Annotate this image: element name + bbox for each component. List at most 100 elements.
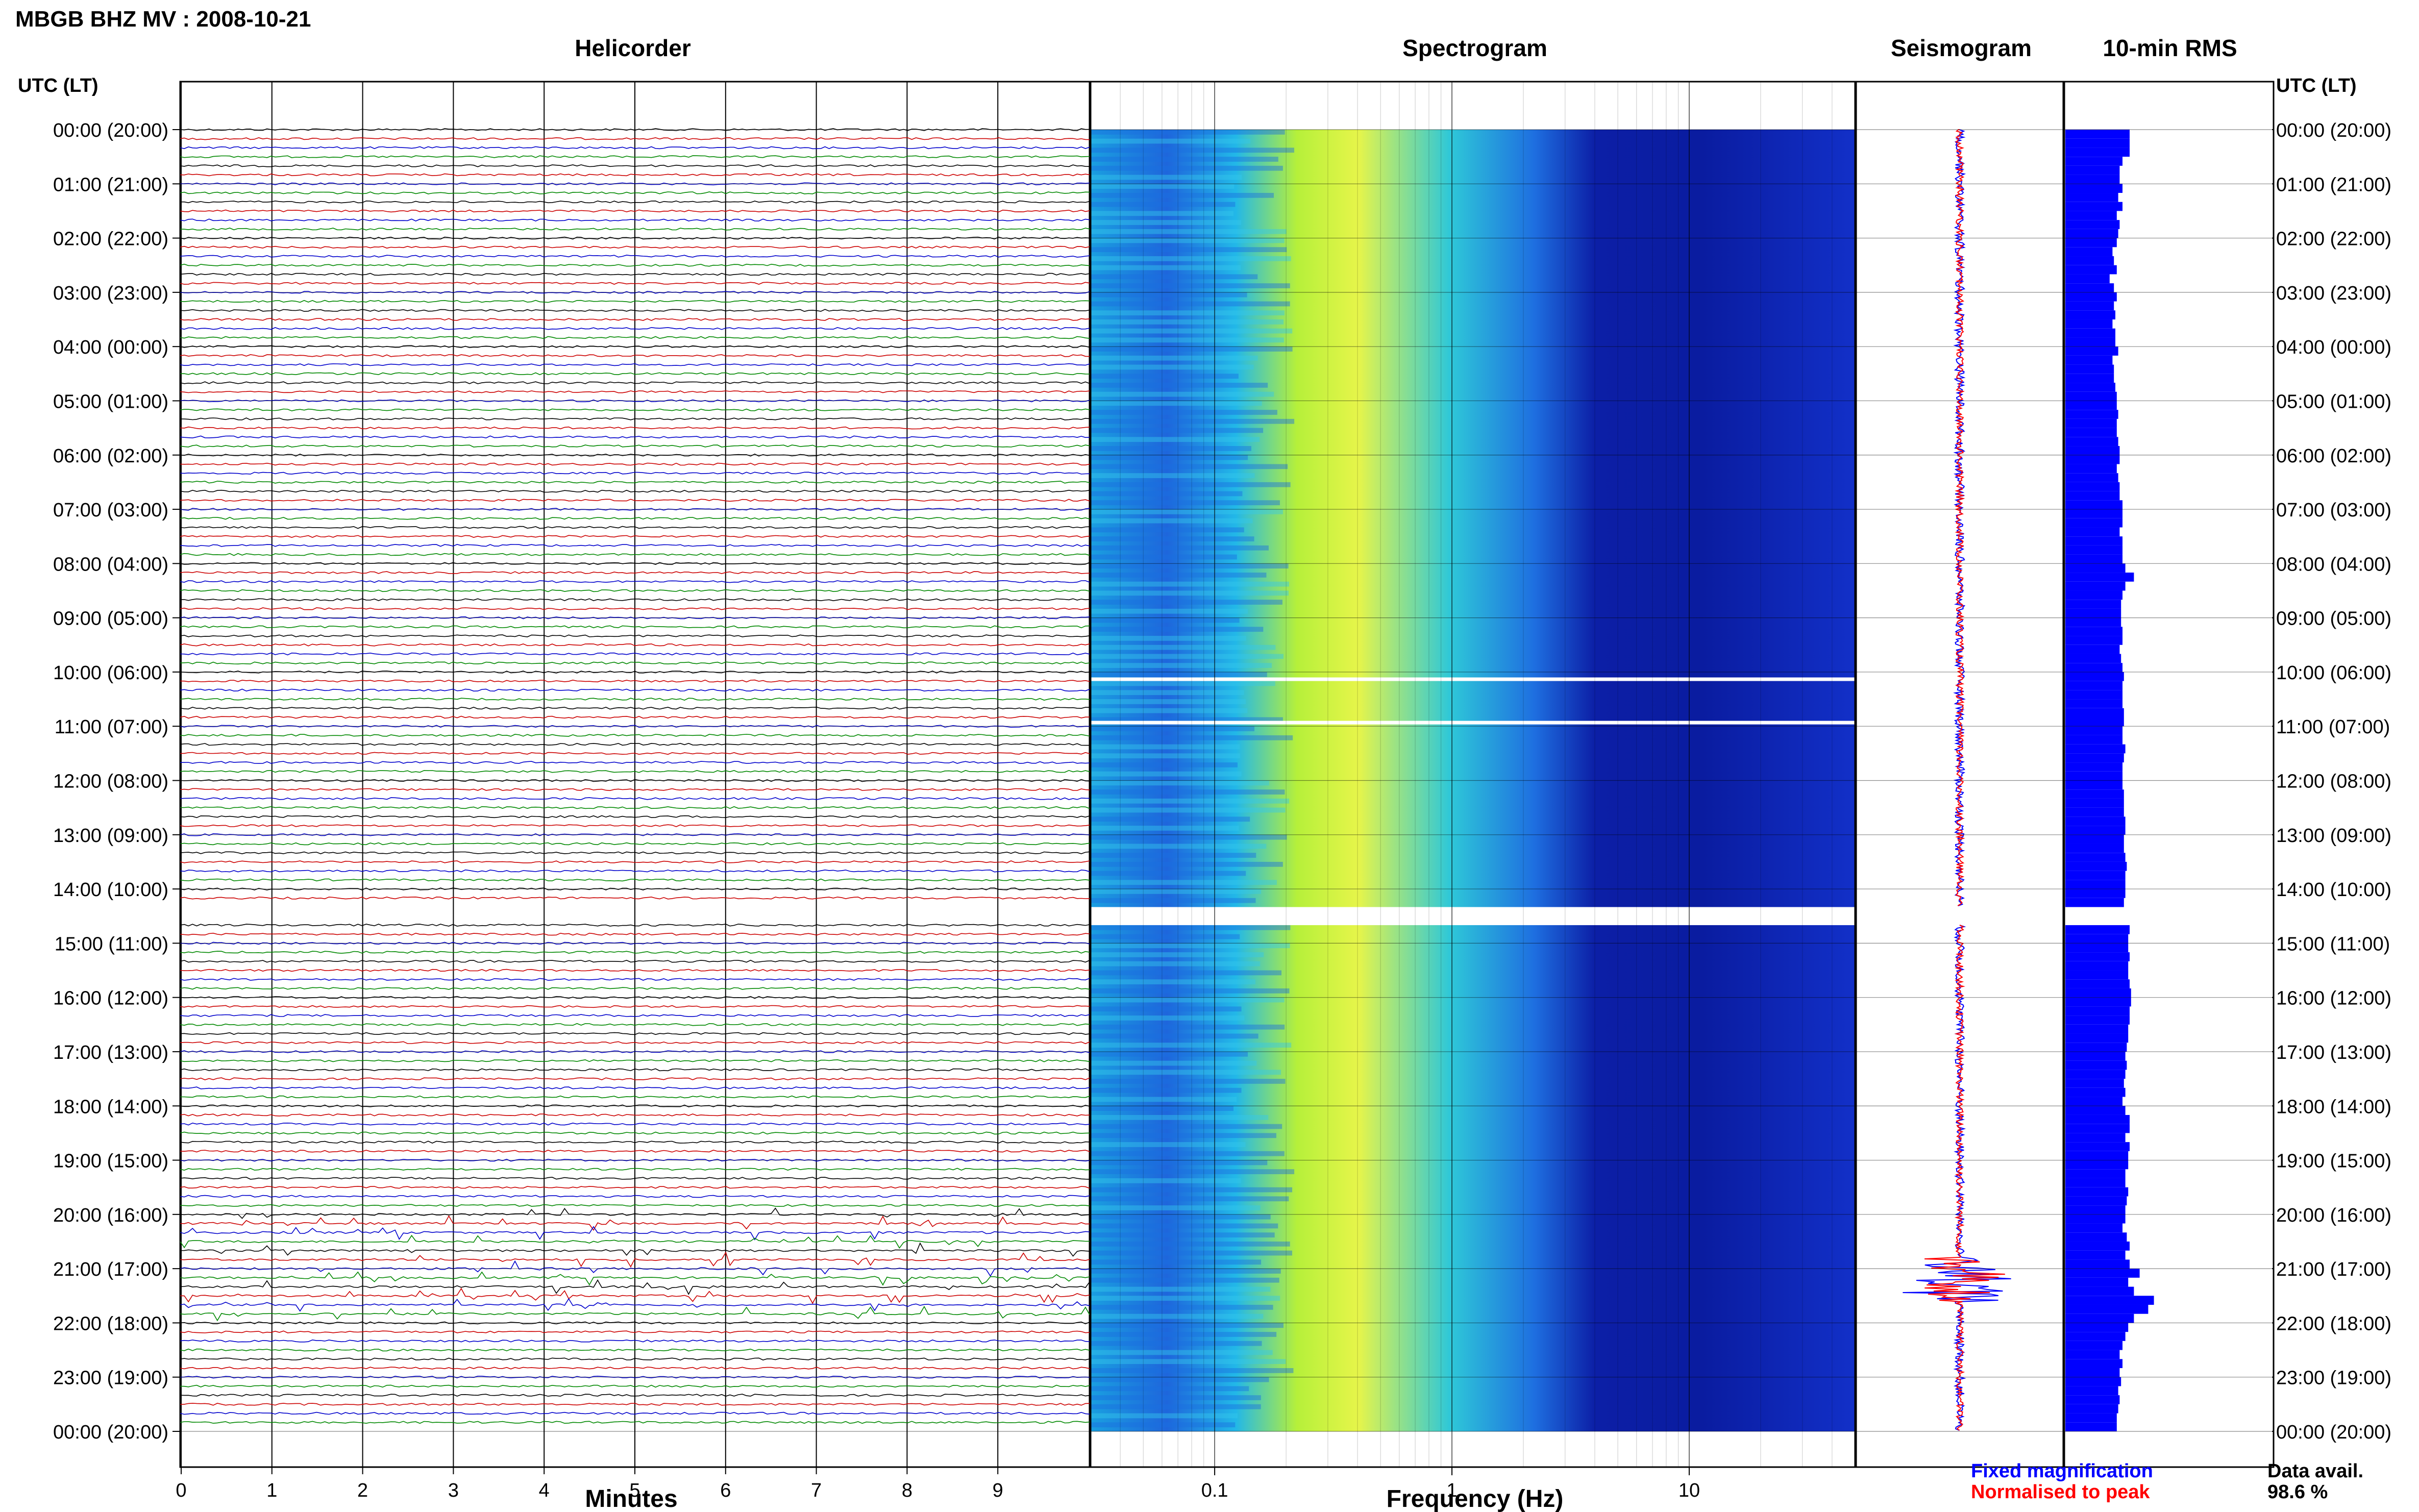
helicorder-trace [180,1375,1090,1379]
time-label-left: 19:00 (15:00) [53,1151,168,1172]
helicorder-trace [180,499,1090,502]
helicorder-trace [180,688,1090,692]
spectrogram-row [1091,274,1258,280]
rms-bar [2065,1178,2126,1187]
spectrogram-row [1091,1043,1292,1048]
helicorder-trace [180,824,1090,827]
spectrogram-row [1091,455,1248,460]
spectrogram-row [1091,1106,1234,1111]
spectrogram-row [1091,645,1276,650]
rms-bar [2065,961,2129,971]
spectrogram-row [1091,1359,1286,1365]
rms-bar [2065,636,2122,645]
spectrogram-row [1091,1087,1242,1093]
helicorder-trace [180,788,1090,791]
rms-bar [2065,880,2126,889]
spectrogram-row [1091,1205,1261,1210]
rms-bar [2065,130,2130,139]
spectrogram-row [1091,762,1238,767]
x-axes: 0 1 2 3 4 5 6 7 8 9 0.1 1 10 [176,1467,1700,1501]
spectrogram-row [1091,554,1237,560]
spectrogram-row [1091,717,1283,723]
helicorder-trace [180,761,1090,764]
helicorder-trace [180,282,1090,285]
spectrogram-row [1091,1286,1271,1292]
spectrogram-row [1091,238,1285,243]
helicorder-trace [180,806,1090,809]
time-label-right: 01:00 (21:00) [2276,174,2391,195]
rms-bar [2065,861,2127,871]
helicorder-trace [180,1014,1090,1017]
rms-bar [2065,138,2130,148]
rms-bar [2065,617,2121,627]
helicorder-trace [180,300,1090,303]
spectrogram-row [1091,193,1274,198]
time-label-left: 22:00 (18:00) [53,1313,168,1334]
spectrogram-row [1091,446,1251,451]
spectrogram-row [1091,175,1242,180]
time-label-right: 17:00 (13:00) [2276,1042,2391,1063]
rms-bar [2065,383,2115,392]
rms-bar [2065,1079,2124,1088]
rms-bar [2065,157,2122,166]
spectrogram-row [1091,1079,1286,1084]
helicorder-trace [180,652,1090,656]
spectrogram-row [1091,1341,1262,1346]
helicorder-trace [180,182,1090,186]
rms-bar [2065,1404,2118,1414]
rms-bar [2065,1169,2126,1178]
spectrogram-frame [1090,81,1856,1468]
time-label-left: 17:00 (13:00) [53,1042,168,1063]
helicorder-trace [180,1384,1090,1388]
minutes-tick-label: 6 [720,1480,731,1501]
spectrogram-row [1091,1250,1292,1256]
time-label-right: 02:00 (22:00) [2276,229,2391,250]
helicorder-trace [180,137,1090,140]
rms-bar [2065,1142,2130,1151]
helicorder-trace [180,987,1090,990]
rms-bar [2065,1286,2134,1296]
time-label-right: 23:00 (19:00) [2276,1368,2391,1389]
spectrogram-row [1091,346,1293,352]
rms-bar [2065,391,2117,401]
spectrogram-row [1091,1142,1246,1147]
helicorder-trace [180,173,1090,177]
helicorder-trace [180,978,1090,981]
helicorder-trace [180,1215,1090,1231]
spectrogram-row [1091,229,1287,234]
rms-bar [2065,473,2118,482]
helicorder-trace [180,1403,1090,1406]
rms-bar [2065,328,2115,338]
time-label-left: 01:00 (21:00) [53,174,168,195]
helicorder-trace [180,1204,1090,1207]
helicorder-trace [180,1357,1090,1361]
helicorder-trace [180,372,1090,376]
rms-bar [2065,292,2117,302]
minutes-tick-label: 8 [902,1480,912,1501]
rms-bar [2065,844,2124,853]
spectrogram-row [1091,1377,1269,1382]
minutes-tick-label: 9 [993,1480,1003,1501]
rms-bar [2065,229,2118,238]
spectrogram-row [1091,853,1256,858]
spectrogram-row [1091,1024,1285,1030]
rms-bar [2065,753,2124,763]
helicorder-trace [180,580,1090,583]
helicorder-trace [180,941,1090,945]
rms-bar [2065,1341,2122,1350]
rms-bar [2065,1232,2127,1242]
rms-bar [2065,1151,2129,1160]
spectrogram-row [1091,491,1243,497]
spectrogram-row [1091,301,1290,307]
helicorder-trace [180,833,1090,836]
rms-bar [2065,238,2117,247]
spectrogram-row [1091,464,1288,469]
helicorder-trace [180,245,1090,249]
rms-bar [2065,889,2126,898]
spectrogram-row [1091,283,1290,288]
rms-bar [2065,1386,2118,1396]
rms-bar [2065,247,2113,257]
spectrogram-row [1091,961,1261,966]
spectrogram-row [1091,328,1293,334]
helicorder-trace [180,1271,1090,1286]
